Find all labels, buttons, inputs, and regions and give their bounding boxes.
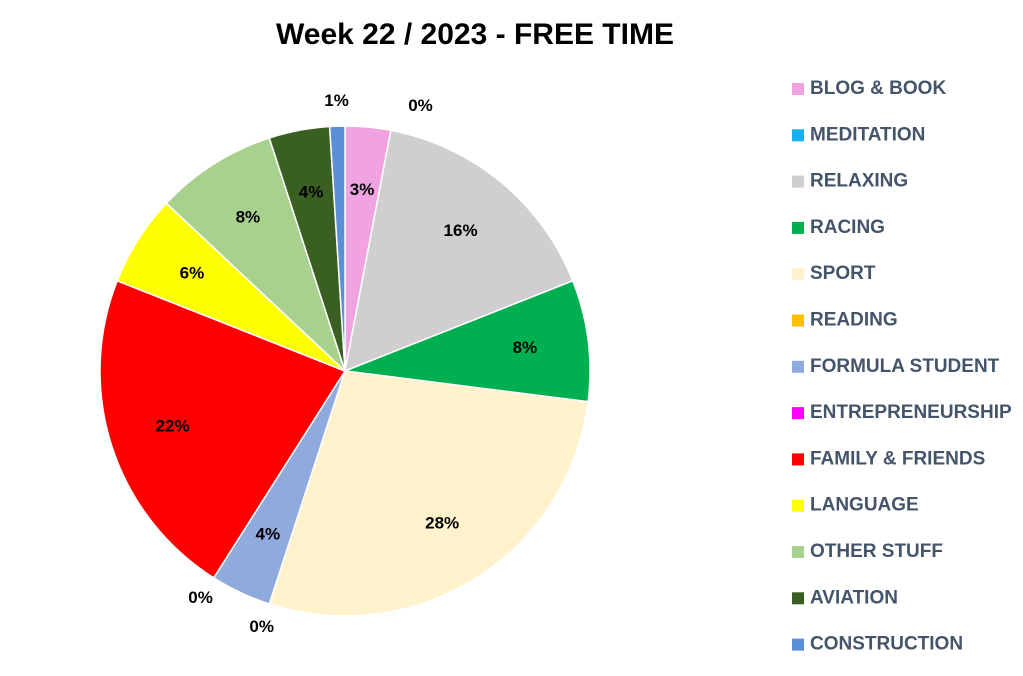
legend-label: LANGUAGE <box>810 495 919 516</box>
pie-slice <box>344 279 591 403</box>
pie-slice <box>99 279 347 579</box>
legend-label: AVIATION <box>810 587 898 608</box>
pie-slice <box>268 370 589 617</box>
legend-swatch <box>792 268 804 281</box>
legend-swatch <box>792 221 804 234</box>
pie-slice <box>344 129 574 373</box>
data-label: 1% <box>324 91 349 110</box>
data-label: 0% <box>408 96 433 115</box>
data-label: 6% <box>180 263 205 282</box>
legend-swatch <box>792 314 804 327</box>
pie-slice <box>328 125 346 372</box>
data-label: 8% <box>513 338 538 357</box>
legend-swatch <box>792 499 804 512</box>
data-label: 4% <box>256 525 281 544</box>
legend-label: CONSTRUCTION <box>810 634 963 655</box>
legend-swatch <box>792 638 804 651</box>
data-label: 28% <box>425 514 459 533</box>
legend-label: RACING <box>810 217 885 238</box>
chart-title: Week 22 / 2023 - FREE TIME <box>276 18 674 51</box>
legend-label: RELAXING <box>810 171 908 192</box>
legend-label: SPORT <box>810 263 876 284</box>
legend-swatch <box>792 129 804 142</box>
legend-swatch <box>792 407 804 420</box>
legend-swatch <box>792 83 804 95</box>
legend-label: OTHER STUFF <box>810 541 943 562</box>
data-label: 16% <box>444 221 478 240</box>
legend: BLOG & BOOK MEDITATION RELAXING RACING SPORT… <box>792 78 1012 655</box>
data-label: 8% <box>236 207 261 226</box>
legend-swatch <box>792 546 804 558</box>
legend-swatch <box>792 453 804 466</box>
legend-label: MEDITATION <box>810 124 925 145</box>
data-labels: 3% 0% 16% 8% 28% 0% 4% 0% 22% 6% 8% 4% 1% <box>156 91 538 636</box>
data-label: 0% <box>249 617 274 636</box>
data-label: 3% <box>350 180 375 199</box>
legend-swatch <box>792 175 804 188</box>
pie-slice <box>165 137 346 372</box>
pie <box>99 125 591 617</box>
data-label: 22% <box>156 417 190 436</box>
legend-swatch <box>792 360 804 373</box>
legend-label: READING <box>810 310 898 331</box>
legend-swatch <box>792 592 804 605</box>
legend-label: BLOG & BOOK <box>810 78 946 99</box>
legend-label: ENTREPRENEURSHIP <box>810 402 1012 423</box>
legend-label: FORMULA STUDENT <box>810 356 1000 377</box>
legend-label: FAMILY & FRIENDS <box>810 448 985 469</box>
data-label: 0% <box>188 588 213 607</box>
data-label: 4% <box>299 182 324 201</box>
